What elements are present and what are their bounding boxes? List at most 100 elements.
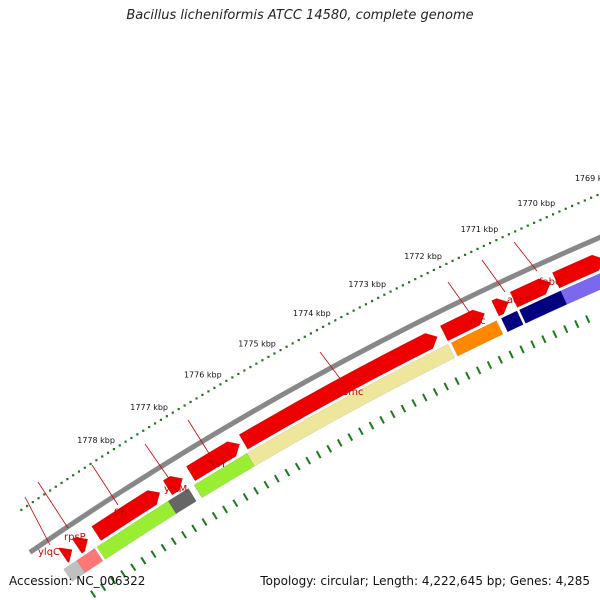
fabG-gene: [518, 290, 568, 324]
ruler-dot: [148, 425, 151, 429]
ruler-dot: [261, 359, 264, 362]
cds-arrow: [238, 333, 438, 450]
ruler-dot: [352, 309, 355, 312]
ruler-dot: [488, 241, 492, 245]
callout-line: [37, 481, 69, 529]
ruler-dot: [407, 281, 411, 284]
gene-label-ylxM: ylxM: [164, 484, 187, 495]
ruler-dot: [95, 459, 98, 462]
gene-label-fabG: fabG: [539, 277, 563, 288]
inner-tick: [497, 355, 503, 364]
inner-tick: [326, 444, 333, 453]
ruler-dot: [106, 451, 110, 454]
ruler-dot: [545, 216, 548, 219]
callout-line: [513, 241, 538, 272]
ruler-dot: [470, 250, 473, 253]
ruler-dot: [219, 383, 222, 386]
kbp-label: 1772 kbp: [404, 252, 442, 261]
ruler-dot: [507, 233, 511, 236]
ruler-dot: [165, 415, 168, 418]
rnc-gene: [450, 320, 504, 357]
callout-line: [447, 281, 471, 314]
ruler-dot: [389, 290, 392, 293]
cds-arrow: [551, 254, 600, 289]
inner-tick: [411, 399, 417, 408]
ruler-dot: [207, 390, 210, 393]
kbp-label: 1773 kbp: [348, 280, 386, 289]
cds-arrow: [491, 298, 509, 317]
ruler-dot: [328, 322, 331, 325]
ruler-dot: [171, 411, 174, 414]
inner-tick: [347, 433, 354, 442]
gene-label-smc: smc: [343, 387, 363, 398]
ruler-dot: [426, 271, 429, 275]
ruler-dot: [25, 504, 29, 508]
ylxM-gene: [167, 488, 197, 515]
genome-backbone: [28, 234, 600, 555]
inner-tick: [294, 462, 301, 471]
ruler-dot: [303, 335, 306, 338]
cds-arrow: [509, 278, 552, 308]
ruler-dot: [255, 362, 258, 365]
ruler-dot: [432, 268, 435, 272]
inner-tick: [585, 315, 591, 324]
ruler-dot: [189, 400, 192, 404]
ruler-dot: [297, 338, 300, 342]
ruler-dot: [77, 470, 81, 473]
ruler-dot: [596, 193, 599, 197]
inner-tick: [454, 377, 460, 386]
ffh-gene: [96, 500, 177, 560]
inner-tick: [519, 345, 525, 354]
ruler-dot: [195, 397, 198, 400]
ruler-dot: [340, 316, 343, 319]
cds-arrow: [58, 547, 73, 563]
inner-tick: [253, 486, 259, 495]
fabG-gene: [560, 273, 600, 305]
ruler-dot: [539, 218, 542, 222]
ruler-dot: [420, 274, 423, 278]
gene-label-rnc: rnc: [470, 316, 486, 327]
ruler-dot: [31, 501, 34, 504]
ruler-dot: [273, 352, 276, 355]
callout-line: [144, 443, 171, 481]
ruler-dot: [83, 466, 86, 469]
gene-label-ffh: ffh: [114, 508, 127, 519]
inner-tick: [574, 320, 580, 329]
ruler-dot: [370, 299, 374, 303]
ruler-dot: [124, 440, 127, 443]
inner-tick: [211, 511, 218, 520]
ruler-dot: [130, 436, 133, 440]
ruler-dot: [321, 325, 325, 328]
ruler-dot: [159, 418, 163, 421]
ruler-dot: [514, 230, 517, 233]
inner-tick: [273, 474, 280, 483]
gene-label-acpP: acpP: [507, 295, 531, 306]
inner-tick: [530, 340, 536, 349]
ruler-dot: [177, 407, 180, 411]
cds-arrow: [91, 490, 161, 541]
ruler-dot: [112, 447, 116, 451]
ruler-dot: [267, 355, 270, 358]
smc-gene: [246, 343, 456, 467]
kbp-label: 1774 kbp: [293, 309, 331, 318]
ruler-dot: [37, 497, 40, 500]
ruler-dot: [533, 221, 536, 224]
inner-tick: [160, 543, 167, 552]
inner-tick: [263, 480, 270, 489]
ruler-dot: [309, 332, 312, 335]
ruler-dot: [501, 236, 504, 239]
inner-tick: [443, 382, 449, 391]
ruler-dot: [401, 284, 404, 287]
gene-callouts: ylqC rpsP ffh ylxM ftsY smc rnc acpP fabG: [24, 241, 563, 558]
ruler-dot: [570, 204, 574, 208]
ruler-dot: [583, 199, 586, 202]
cds-arrow: [162, 475, 183, 496]
inner-tick: [140, 556, 147, 565]
kbp-label: 1777 kbp: [130, 403, 168, 412]
inner-tick: [552, 330, 558, 339]
ruler-dot: [249, 365, 252, 369]
ruler-dot: [118, 444, 121, 447]
kbp-label: 1775 kbp: [238, 339, 276, 348]
ruler-dot: [476, 247, 479, 251]
inner-tick: [201, 518, 208, 526]
